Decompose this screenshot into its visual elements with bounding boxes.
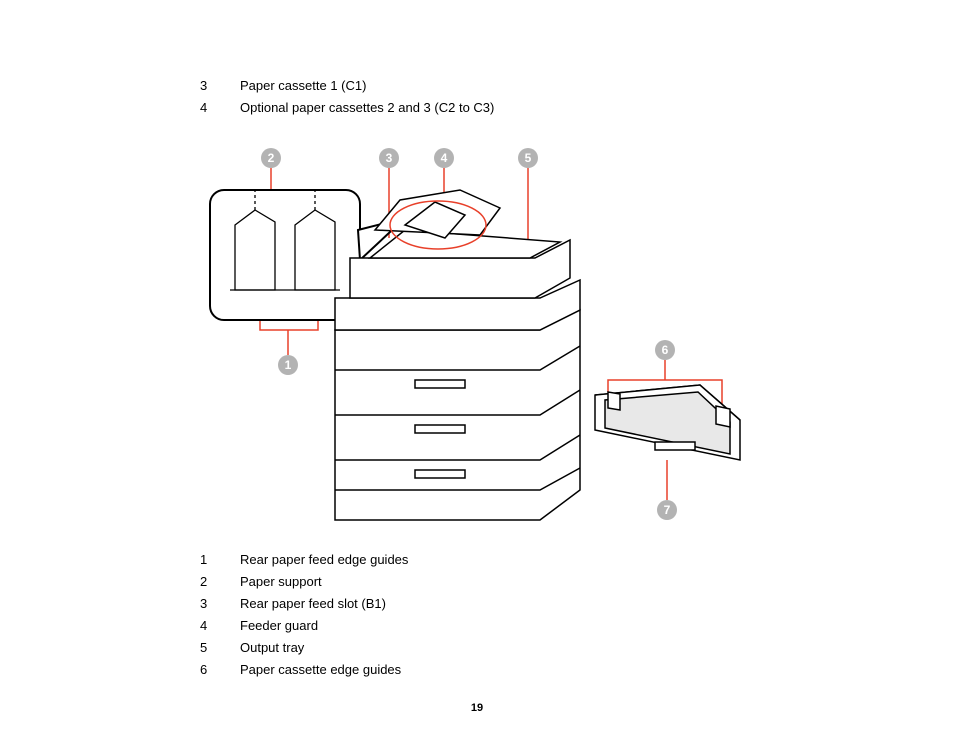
item-label: Rear paper feed slot (B1): [240, 596, 386, 611]
printer-svg: [200, 130, 760, 530]
list-item: 4 Feeder guard: [200, 618, 408, 633]
list-item: 2 Paper support: [200, 574, 408, 589]
page-number: 19: [0, 702, 954, 714]
item-label: Paper cassette 1 (C1): [240, 78, 366, 93]
item-label: Output tray: [240, 640, 304, 655]
item-number: 1: [200, 552, 240, 567]
item-number: 4: [200, 618, 240, 633]
item-label: Paper support: [240, 574, 322, 589]
bottom-parts-list: 1 Rear paper feed edge guides 2 Paper su…: [200, 552, 408, 684]
item-number: 3: [200, 78, 240, 93]
item-label: Paper cassette edge guides: [240, 662, 401, 677]
list-item: 6 Paper cassette edge guides: [200, 662, 408, 677]
item-number: 3: [200, 596, 240, 611]
item-label: Optional paper cassettes 2 and 3 (C2 to …: [240, 100, 494, 115]
list-item: 4 Optional paper cassettes 2 and 3 (C2 t…: [200, 100, 494, 115]
item-label: Rear paper feed edge guides: [240, 552, 408, 567]
list-item: 1 Rear paper feed edge guides: [200, 552, 408, 567]
top-parts-list: 3 Paper cassette 1 (C1) 4 Optional paper…: [200, 78, 494, 122]
list-item: 3 Rear paper feed slot (B1): [200, 596, 408, 611]
callout-1: 1: [278, 355, 298, 375]
item-number: 5: [200, 640, 240, 655]
printer-diagram: 1 2 3 4 5 6 7: [200, 130, 760, 530]
list-item: 3 Paper cassette 1 (C1): [200, 78, 494, 93]
item-number: 4: [200, 100, 240, 115]
callout-5: 5: [518, 148, 538, 168]
item-label: Feeder guard: [240, 618, 318, 633]
manual-page: 3 Paper cassette 1 (C1) 4 Optional paper…: [0, 0, 954, 738]
callout-7: 7: [657, 500, 677, 520]
list-item: 5 Output tray: [200, 640, 408, 655]
callout-6: 6: [655, 340, 675, 360]
callout-4: 4: [434, 148, 454, 168]
callout-2: 2: [261, 148, 281, 168]
callout-3: 3: [379, 148, 399, 168]
item-number: 6: [200, 662, 240, 677]
item-number: 2: [200, 574, 240, 589]
